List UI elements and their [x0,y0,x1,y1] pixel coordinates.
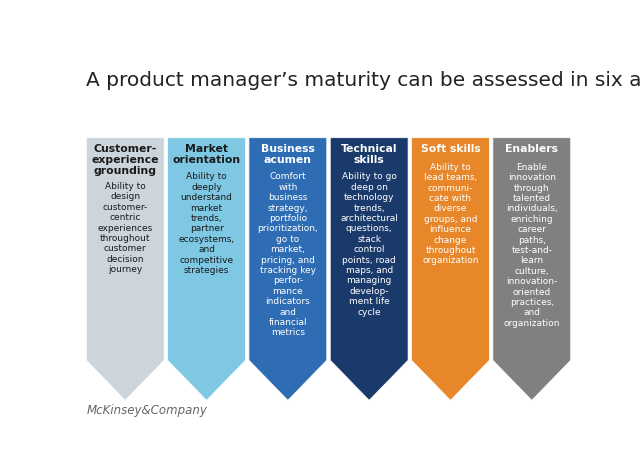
Text: Comfort
with
business
strategy,
portfolio
prioritization,
go to
market,
pricing,: Comfort with business strategy, portfoli… [258,173,318,337]
Text: Soft skills: Soft skills [420,144,480,154]
Text: Ability to
lead teams,
communi-
cate with
diverse
groups, and
influence
change
t: Ability to lead teams, communi- cate wit… [422,163,479,265]
Polygon shape [168,138,246,401]
Text: Enable
innovation
through
talented
individuals,
enriching
career
paths,
test-and: Enable innovation through talented indiv… [504,163,560,328]
Polygon shape [330,138,408,401]
Text: Ability to
design
customer-
centric
experiences
throughout
customer
decision
jou: Ability to design customer- centric expe… [97,182,153,274]
Polygon shape [412,138,489,401]
Polygon shape [493,138,570,401]
Text: Enablers: Enablers [505,144,558,154]
Text: Market
orientation: Market orientation [172,144,240,165]
Polygon shape [87,138,164,401]
Text: Ability to
deeply
understand
market
trends,
partner
ecosystems,
and
competitive
: Ability to deeply understand market tren… [178,173,235,275]
Text: McKinsey&Company: McKinsey&Company [87,404,207,417]
Text: Ability to go
deep on
technology
trends,
architectural
questions,
stack
control
: Ability to go deep on technology trends,… [340,173,398,317]
Text: Business
acumen: Business acumen [261,144,315,165]
Text: Technical
skills: Technical skills [341,144,397,165]
Text: A product manager’s maturity can be assessed in six areas.: A product manager’s maturity can be asse… [87,71,641,90]
Polygon shape [249,138,327,401]
Text: Customer-
experience
grounding: Customer- experience grounding [92,144,159,176]
